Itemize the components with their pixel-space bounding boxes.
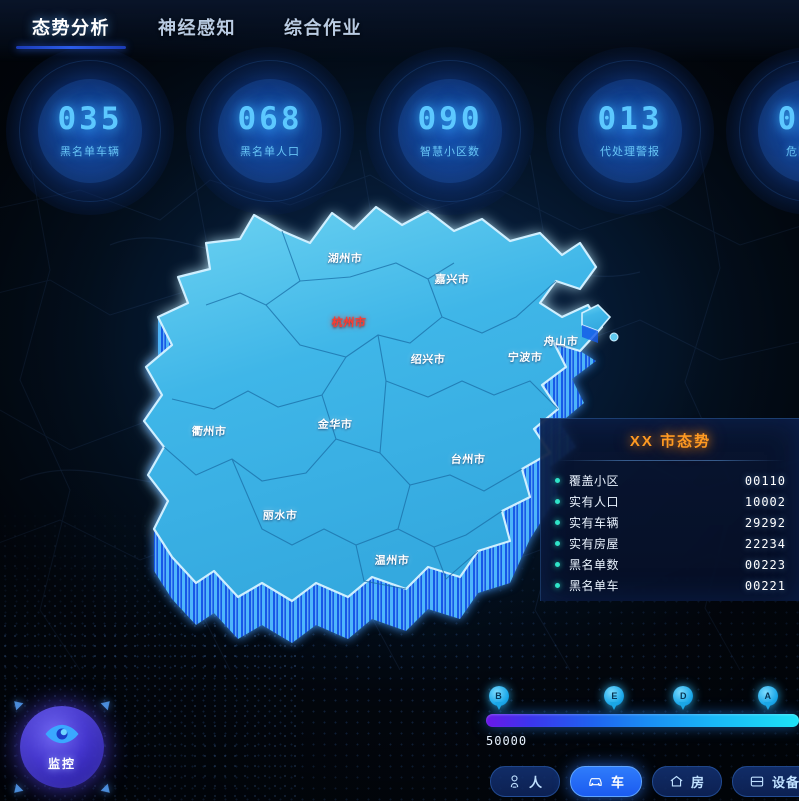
- corner-marker-icon: [10, 783, 24, 797]
- stat-label: 智慧小区数: [420, 145, 480, 158]
- legend-pin-e[interactable]: E: [604, 686, 625, 710]
- stat-value: 068: [237, 100, 303, 137]
- row-label: 黑名单数: [569, 558, 620, 572]
- row-value: 00110: [744, 473, 786, 488]
- stat-value: 090: [417, 100, 483, 137]
- city-label-wenzhou[interactable]: 温州市: [374, 555, 410, 567]
- pill-label: 设备: [772, 775, 799, 790]
- city-label-jiaxing[interactable]: 嘉兴市: [434, 274, 470, 286]
- row-value: 00221: [744, 578, 786, 593]
- monitor-label: 监控: [47, 756, 76, 771]
- car-icon: [587, 774, 604, 789]
- city-label-ningbo[interactable]: 宁波市: [507, 352, 543, 364]
- stat-value: 013: [597, 100, 663, 137]
- city-label-hangzhou[interactable]: 杭州市: [331, 317, 367, 329]
- stat-label: 黑名单车辆: [60, 145, 120, 158]
- pin-tip-icon: [679, 702, 688, 710]
- table-row[interactable]: 黑名单车 00221: [555, 575, 786, 596]
- pin-tip-icon: [763, 702, 772, 710]
- legend-pin-row: B E D A: [486, 686, 799, 714]
- corner-marker-icon: [10, 697, 24, 711]
- stat-circle-row: 035 黑名单车辆 068 黑名单人口 090 智慧小区数 013 代处理警报 …: [0, 47, 799, 215]
- tab-neural-perception[interactable]: 神经感知: [158, 18, 236, 38]
- row-value: 10002: [744, 494, 786, 509]
- tab-integrated-operations[interactable]: 综合作业: [284, 18, 362, 38]
- city-label-jinhua[interactable]: 金华市: [317, 419, 353, 431]
- map-islands: [581, 304, 619, 343]
- stat-blacklist-vehicles[interactable]: 035 黑名单车辆: [0, 47, 180, 215]
- panel-rows: 覆盖小区 00110 实有人口 10002 实有车辆 29292 实有房屋 22…: [541, 461, 799, 596]
- legend-pin-d[interactable]: D: [673, 686, 694, 710]
- bullet-icon: [555, 562, 560, 567]
- stat-label: 黑名单人口: [240, 145, 300, 158]
- stat-value: 019: [777, 100, 799, 137]
- person-icon: [507, 774, 522, 789]
- stat-blacklist-population[interactable]: 068 黑名单人口: [180, 47, 360, 215]
- stat-value: 035: [57, 100, 123, 137]
- stat-label: 危险场所: [786, 145, 799, 158]
- city-label-lishui[interactable]: 丽水市: [262, 510, 298, 522]
- legend-gradient-bar[interactable]: [486, 714, 799, 727]
- pin-tip-icon: [494, 702, 503, 710]
- legend-pin-b[interactable]: B: [488, 686, 509, 710]
- legend-scale: B E D A 50000: [486, 686, 799, 748]
- bullet-icon: [555, 541, 560, 546]
- top-bar: 态势分析 神经感知 综合作业: [0, 0, 799, 62]
- table-row[interactable]: 覆盖小区 00110: [555, 470, 786, 491]
- city-label-huzhou[interactable]: 湖州市: [327, 253, 363, 265]
- panel-title: XX 市态势: [629, 433, 712, 450]
- row-label: 黑名单车: [569, 579, 620, 593]
- eye-icon: [43, 723, 81, 750]
- main-nav: 态势分析 神经感知 综合作业: [8, 14, 386, 49]
- row-value: 00223: [744, 557, 786, 572]
- table-row[interactable]: 实有人口 10002: [555, 491, 786, 512]
- city-label-taizhou[interactable]: 台州市: [450, 454, 486, 466]
- city-situation-panel: XX 市态势 覆盖小区 00110 实有人口 10002 实有车辆 29292 …: [540, 418, 799, 601]
- tab-situation-analysis[interactable]: 态势分析: [8, 14, 134, 49]
- row-value: 29292: [744, 515, 786, 530]
- device-icon: [749, 774, 765, 789]
- city-label-quzhou[interactable]: 衢州市: [191, 426, 227, 438]
- pin-tip-icon: [610, 702, 619, 710]
- legend-value: 50000: [486, 734, 528, 748]
- table-row[interactable]: 黑名单数 00223: [555, 554, 786, 575]
- pill-label: 人: [529, 775, 544, 790]
- bullet-icon: [555, 499, 560, 504]
- bullet-icon: [555, 478, 560, 483]
- map-top-surface: [142, 205, 604, 603]
- bullet-icon: [555, 520, 560, 525]
- row-label: 覆盖小区: [569, 474, 620, 488]
- legend-pin-a[interactable]: A: [757, 686, 778, 710]
- filter-pill-vehicle[interactable]: 车: [570, 766, 643, 797]
- monitor-orb: 监控: [20, 706, 104, 788]
- city-label-shaoxing[interactable]: 绍兴市: [410, 354, 446, 366]
- pill-label: 车: [611, 775, 626, 790]
- stat-label: 代处理警报: [600, 145, 660, 158]
- monitor-button[interactable]: 监控: [10, 697, 114, 797]
- row-label: 实有人口: [569, 495, 620, 509]
- filter-pill-person[interactable]: 人: [490, 766, 561, 797]
- city-label-zhoushan[interactable]: 舟山市: [543, 336, 579, 348]
- corner-marker-icon: [100, 783, 114, 797]
- corner-marker-icon: [100, 697, 114, 711]
- row-label: 实有房屋: [569, 537, 620, 551]
- filter-pill-house[interactable]: 房: [652, 766, 723, 797]
- row-value: 22234: [744, 536, 786, 551]
- house-icon: [669, 774, 684, 789]
- filter-pill-device[interactable]: 设备: [732, 766, 799, 797]
- row-label: 实有车辆: [569, 516, 620, 530]
- filter-pill-group: 人 车 房: [490, 766, 799, 797]
- pill-label: 房: [691, 775, 706, 790]
- bullet-icon: [555, 583, 560, 588]
- table-row[interactable]: 实有房屋 22234: [555, 533, 786, 554]
- stat-pending-alerts[interactable]: 013 代处理警报: [540, 47, 720, 215]
- stat-danger-locations[interactable]: 019 危险场所: [720, 47, 799, 215]
- table-row[interactable]: 实有车辆 29292: [555, 512, 786, 533]
- stat-smart-communities[interactable]: 090 智慧小区数: [360, 47, 540, 215]
